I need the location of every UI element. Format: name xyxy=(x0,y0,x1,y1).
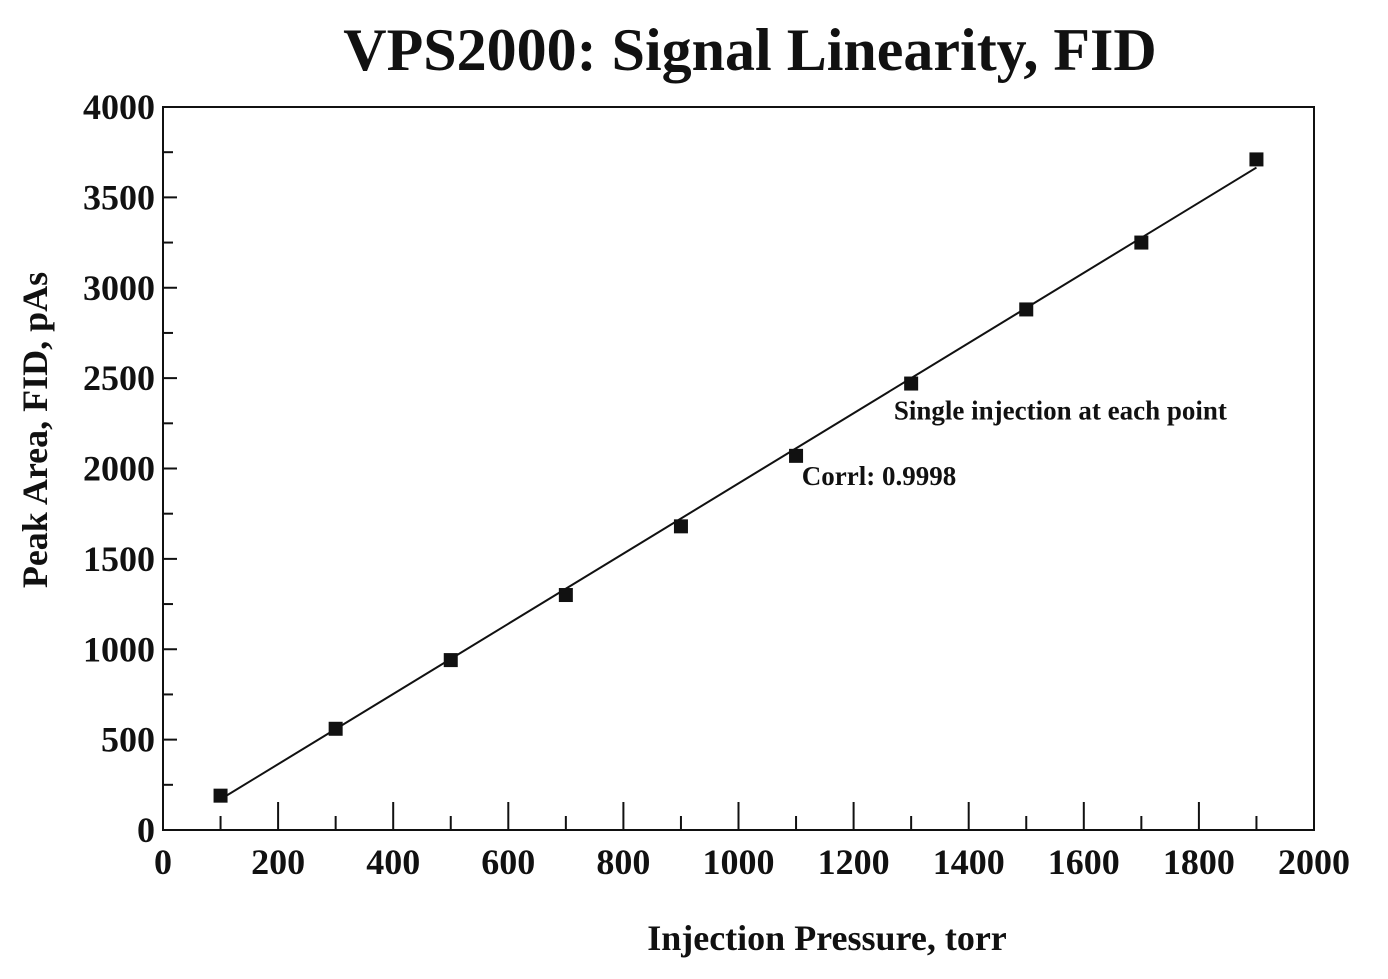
y-axis-tick-labels: 0 500 1000 1500 2000 2500 3000 3500 4000 xyxy=(83,87,155,850)
x-axis-tick-labels: 0 200 400 600 800 1000 1200 1400 1600 1800 2000 xyxy=(154,842,1350,882)
annotation-text: Single injection at each point xyxy=(894,396,1227,426)
y-tick-label: 2000 xyxy=(83,449,155,489)
data-point xyxy=(789,448,804,463)
x-axis-ticks xyxy=(219,802,1258,830)
data-point xyxy=(213,788,228,803)
y-tick-label: 1000 xyxy=(83,629,155,669)
y-tick-label: 1500 xyxy=(83,539,155,579)
annotation-text: Corrl: 0.9998 xyxy=(802,461,956,491)
x-tick-label: 1600 xyxy=(1048,842,1120,882)
data-point xyxy=(1249,152,1264,167)
y-tick-label: 3500 xyxy=(83,177,155,217)
x-tick-label: 800 xyxy=(596,842,650,882)
chart-title: VPS2000: Signal Linearity, FID xyxy=(343,17,1156,83)
y-axis-ticks xyxy=(163,151,177,786)
x-tick-label: 2000 xyxy=(1278,842,1350,882)
x-tick-label: 1800 xyxy=(1163,842,1235,882)
data-point xyxy=(1134,235,1149,250)
x-tick-label: 1400 xyxy=(933,842,1005,882)
data-point xyxy=(443,653,458,668)
data-point xyxy=(558,588,573,603)
y-axis-label: Peak Area, FID, pAs xyxy=(15,272,55,588)
x-tick-label: 0 xyxy=(154,842,172,882)
y-tick-label: 4000 xyxy=(83,87,155,127)
data-point xyxy=(904,376,919,391)
data-points xyxy=(213,152,1264,803)
fit-line xyxy=(220,166,1257,801)
plot-frame xyxy=(162,106,1315,831)
x-axis-label: Injection Pressure, torr xyxy=(647,918,1007,958)
y-tick-label: 500 xyxy=(101,720,155,760)
data-point xyxy=(1019,302,1034,317)
data-point xyxy=(673,519,688,534)
x-tick-label: 1200 xyxy=(818,842,890,882)
x-tick-label: 1000 xyxy=(703,842,775,882)
x-tick-label: 400 xyxy=(366,842,420,882)
x-tick-label: 600 xyxy=(481,842,535,882)
y-tick-label: 2500 xyxy=(83,358,155,398)
annotations: Single injection at each point Corrl: 0.9… xyxy=(802,396,1227,491)
x-tick-label: 200 xyxy=(251,842,305,882)
y-tick-label: 0 xyxy=(137,810,155,850)
data-point xyxy=(328,721,343,736)
y-tick-label: 3000 xyxy=(83,268,155,308)
